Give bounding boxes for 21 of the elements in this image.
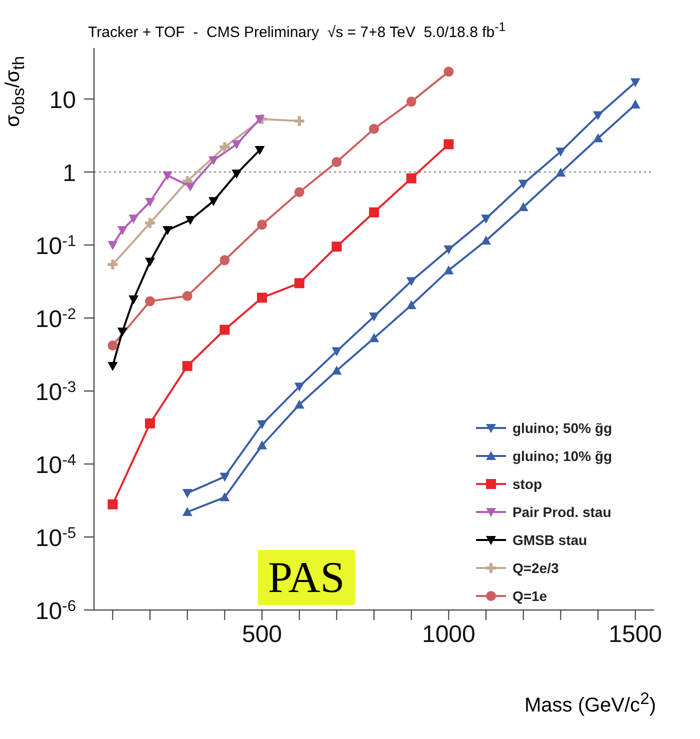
legend-label: Q=1e xyxy=(512,588,548,604)
legend-label: stop xyxy=(512,476,542,492)
y-tick-label: 10 xyxy=(49,87,76,114)
y-tick-label: 10$^{-3}$ xyxy=(35,378,76,406)
y-tick-label: 10$^{-4}$ xyxy=(35,452,76,480)
chart-title: Tracker + TOF - CMS Preliminary √s = 7+8 TeV 5.0/18.8 fb$^{-1}$ xyxy=(88,20,506,41)
legend-label: Q=2e/3 xyxy=(512,560,559,576)
y-tick-label: 10$^{-1}$ xyxy=(35,232,76,260)
x-tick-label: 500 xyxy=(242,621,282,648)
x-tick-label: 1500 xyxy=(608,621,662,648)
x-axis-title: Mass (GeV/c$^{2}$) xyxy=(524,689,656,718)
y-tick-label: 10$^{-5}$ xyxy=(35,524,76,552)
annotation: PAS xyxy=(258,550,355,605)
y-tick-label: 10$^{-6}$ xyxy=(35,598,76,625)
y-tick-label: 1 xyxy=(62,160,76,188)
legend-label: Pair Prod. stau xyxy=(512,504,612,520)
x-tick-label: 1000 xyxy=(422,621,476,648)
y-tick-label: 10$^{-2}$ xyxy=(35,306,76,334)
legend-label: gluino; 50% g̃g xyxy=(512,420,612,436)
legend-label: gluino; 10% g̃g xyxy=(512,448,612,464)
legend-label: GMSB stau xyxy=(512,532,588,548)
